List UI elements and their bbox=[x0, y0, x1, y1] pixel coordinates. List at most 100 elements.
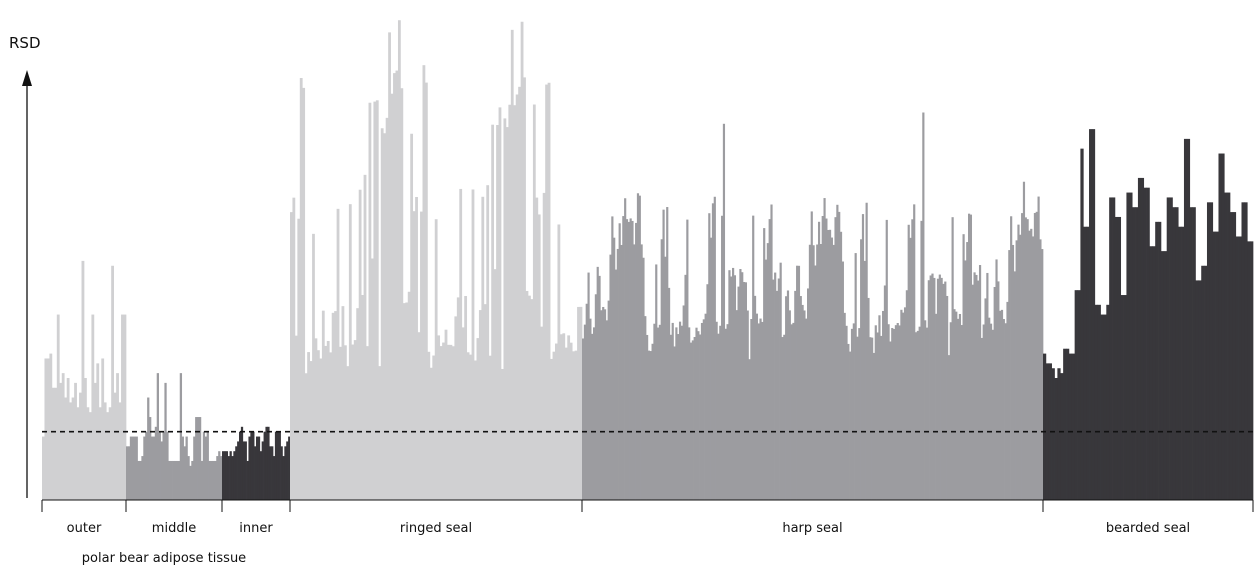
bar-outer-5 bbox=[54, 387, 58, 500]
bar-harp-seal-119 bbox=[799, 296, 802, 500]
bar-inner-15 bbox=[250, 431, 253, 500]
bar-harp-seal-154 bbox=[863, 260, 866, 500]
bar-ringed-seal-112 bbox=[564, 347, 568, 500]
bar-inner-10 bbox=[240, 426, 244, 500]
bar-harp-seal-95 bbox=[755, 313, 758, 500]
bar-ringed-seal-51 bbox=[415, 196, 418, 501]
bar-bearded-seal-49 bbox=[1183, 138, 1188, 500]
bar-harp-seal-202 bbox=[951, 217, 954, 500]
bar-harp-seal-125 bbox=[810, 211, 813, 500]
bar-bearded-seal-16 bbox=[1089, 129, 1093, 500]
bar-ringed-seal-42 bbox=[393, 73, 396, 501]
bar-harp-seal-249 bbox=[1037, 196, 1040, 500]
bar-ringed-seal-32 bbox=[368, 102, 372, 501]
bar-ringed-seal-117 bbox=[577, 306, 580, 500]
bar-ringed-seal-80 bbox=[486, 185, 490, 500]
bar-ringed-seal-95 bbox=[523, 77, 526, 500]
y-axis: RSD bbox=[9, 34, 41, 498]
bar-harp-seal-205 bbox=[957, 318, 960, 500]
bar-bearded-seal-68 bbox=[1238, 236, 1242, 501]
bars-layer bbox=[42, 20, 1254, 501]
bar-bearded-seal-70 bbox=[1244, 202, 1248, 500]
bar-ringed-seal-110 bbox=[559, 334, 563, 500]
bar-ringed-seal-106 bbox=[550, 358, 553, 500]
bar-inner-13 bbox=[246, 460, 249, 500]
y-axis-arrow-icon bbox=[22, 70, 32, 86]
bar-harp-seal-120 bbox=[801, 304, 804, 500]
bar-harp-seal-136 bbox=[830, 237, 833, 501]
bar-bearded-seal-64 bbox=[1227, 192, 1231, 500]
bar-harp-seal-133 bbox=[825, 218, 828, 500]
bar-harp-seal-69 bbox=[708, 213, 711, 500]
bar-inner-14 bbox=[248, 436, 251, 500]
bar-harp-seal-216 bbox=[977, 280, 980, 500]
bar-ringed-seal-27 bbox=[356, 308, 360, 500]
bar-harp-seal-40 bbox=[655, 264, 658, 500]
bar-harp-seal-222 bbox=[988, 317, 991, 500]
bar-bearded-seal-35 bbox=[1143, 187, 1147, 500]
bar-ringed-seal-1 bbox=[292, 197, 296, 500]
bar-middle-18 bbox=[160, 441, 163, 500]
bar-bearded-seal-67 bbox=[1235, 236, 1239, 501]
bar-harp-seal-190 bbox=[929, 275, 932, 500]
bar-harp-seal-111 bbox=[785, 296, 788, 500]
bar-harp-seal-193 bbox=[935, 313, 938, 500]
bar-harp-seal-68 bbox=[706, 284, 709, 500]
bar-middle-25 bbox=[174, 460, 177, 500]
bar-ringed-seal-111 bbox=[562, 333, 566, 500]
bar-harp-seal-146 bbox=[849, 351, 852, 500]
bar-outer-27 bbox=[108, 407, 112, 500]
bar-middle-40 bbox=[202, 431, 206, 500]
bar-middle-1 bbox=[127, 446, 131, 500]
bar-harp-seal-227 bbox=[997, 281, 1000, 500]
bar-inner-4 bbox=[229, 451, 232, 500]
bar-harp-seal-180 bbox=[911, 219, 914, 501]
bar-harp-seal-228 bbox=[999, 310, 1002, 500]
bar-middle-39 bbox=[200, 460, 204, 500]
bar-middle-13 bbox=[150, 436, 154, 500]
bar-ringed-seal-68 bbox=[456, 297, 460, 500]
bar-harp-seal-12 bbox=[603, 309, 607, 500]
bar-bearded-seal-40 bbox=[1158, 221, 1162, 500]
bar-outer-19 bbox=[88, 412, 92, 500]
bar-bearded-seal-4 bbox=[1054, 378, 1058, 500]
bar-bearded-seal-63 bbox=[1224, 192, 1228, 500]
bar-middle-43 bbox=[208, 460, 211, 500]
bar-ringed-seal-103 bbox=[542, 192, 546, 500]
bar-inner-21 bbox=[261, 441, 264, 500]
bar-bearded-seal-7 bbox=[1063, 348, 1067, 500]
bar-inner-22 bbox=[263, 431, 266, 500]
bar-ringed-seal-96 bbox=[525, 290, 529, 500]
bar-inner-12 bbox=[244, 441, 247, 500]
bar-bearded-seal-37 bbox=[1149, 246, 1153, 500]
bar-harp-seal-73 bbox=[715, 321, 718, 500]
bar-harp-seal-104 bbox=[772, 279, 775, 500]
bar-harp-seal-219 bbox=[982, 324, 985, 500]
bar-harp-seal-224 bbox=[991, 329, 994, 500]
bar-ringed-seal-41 bbox=[390, 93, 394, 500]
bar-harp-seal-62 bbox=[695, 327, 698, 500]
bar-bearded-seal-61 bbox=[1218, 153, 1222, 500]
bar-ringed-seal-74 bbox=[471, 189, 475, 500]
bar-harp-seal-105 bbox=[774, 272, 777, 500]
bar-outer-13 bbox=[74, 382, 77, 500]
bar-bearded-seal-66 bbox=[1232, 212, 1237, 500]
bar-bearded-seal-8 bbox=[1066, 348, 1070, 500]
bar-ringed-seal-11 bbox=[316, 350, 320, 500]
bar-harp-seal-225 bbox=[993, 287, 996, 500]
bar-harp-seal-140 bbox=[838, 211, 841, 500]
bar-harp-seal-33 bbox=[642, 257, 645, 500]
bar-inner-6 bbox=[233, 451, 236, 500]
bar-ringed-seal-24 bbox=[348, 204, 352, 500]
bar-ringed-seal-17 bbox=[331, 312, 335, 500]
bar-bearded-seal-55 bbox=[1201, 265, 1205, 500]
bar-harp-seal-107 bbox=[777, 278, 780, 500]
bar-middle-34 bbox=[191, 460, 194, 500]
bar-bearded-seal-3 bbox=[1051, 368, 1055, 500]
bar-harp-seal-116 bbox=[794, 290, 797, 500]
bar-harp-seal-41 bbox=[657, 327, 660, 500]
bar-harp-seal-183 bbox=[916, 330, 919, 500]
bar-middle-38 bbox=[198, 417, 202, 500]
bar-ringed-seal-72 bbox=[466, 352, 470, 500]
bar-middle-10 bbox=[145, 431, 148, 500]
